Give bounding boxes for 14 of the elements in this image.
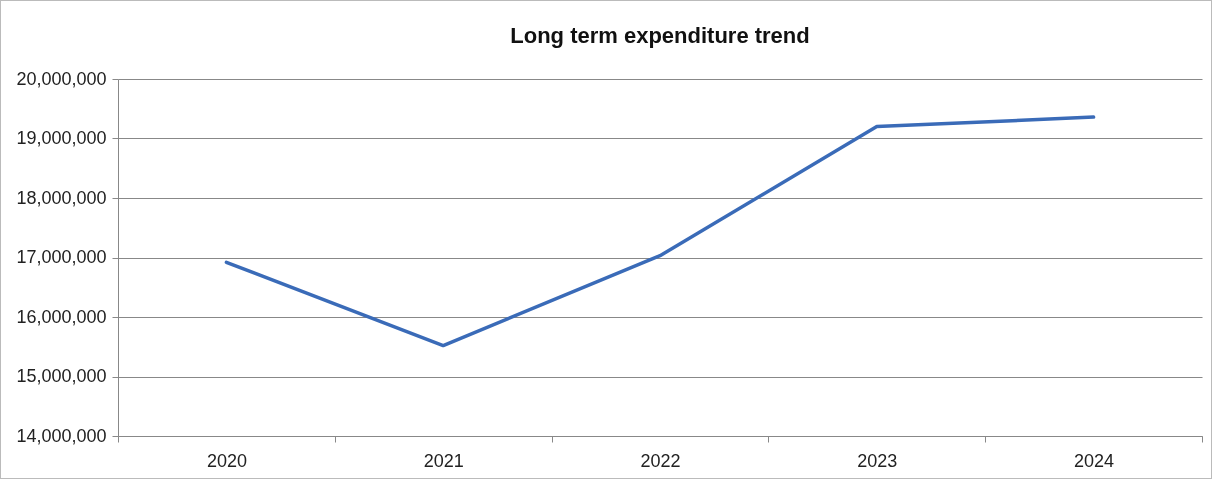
- line-series: [224, 115, 1096, 348]
- x-tick-label: 2023: [857, 450, 898, 471]
- chart-title: Long term expenditure trend: [510, 23, 810, 48]
- y-tick-label: 20,000,000: [16, 68, 107, 89]
- x-tick-label: 2024: [1074, 450, 1115, 471]
- y-tick-label: 16,000,000: [16, 306, 107, 327]
- x-tick-label: 2021: [423, 450, 464, 471]
- y-tick-label: 14,000,000: [16, 425, 107, 446]
- y-tick-label: 18,000,000: [16, 187, 107, 208]
- x-tick-label: 2022: [640, 450, 681, 471]
- x-tick-label: 2020: [206, 450, 247, 471]
- y-tick-label: 19,000,000: [16, 128, 107, 148]
- y-tick-label: 17,000,000: [16, 247, 107, 267]
- y-tick-label: 15,000,000: [16, 366, 107, 386]
